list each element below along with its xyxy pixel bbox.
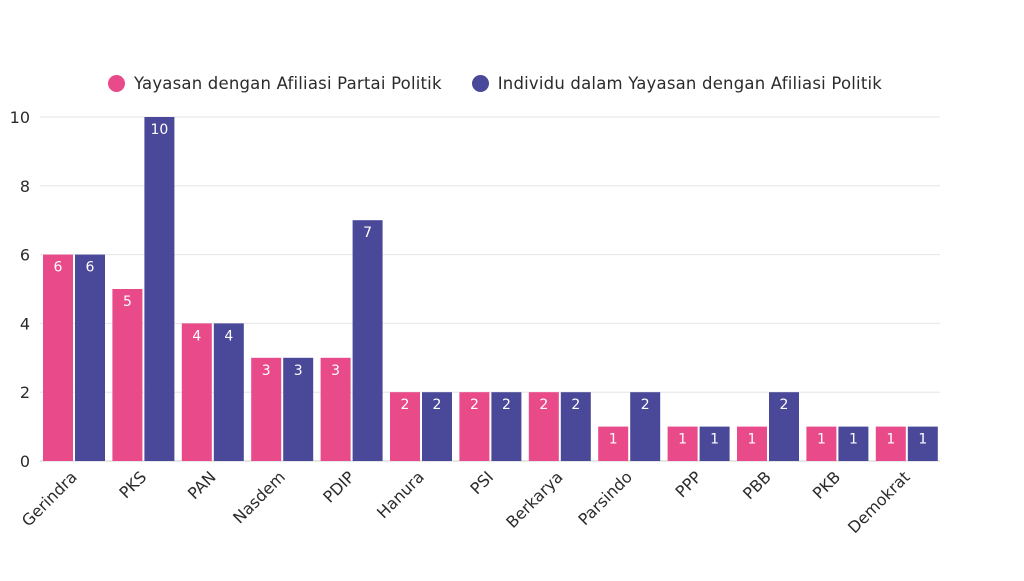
x-tick-label-pks: PKS: [115, 467, 150, 502]
y-tick-label-2: 2: [20, 383, 30, 402]
data-label-parsindo-series-2: 2: [641, 397, 650, 413]
data-label-parsindo-series-1: 1: [609, 432, 618, 448]
x-tick-label-pbb: PBB: [739, 467, 775, 503]
data-label-psi-series-2: 2: [502, 397, 511, 413]
data-label-berkarya-series-2: 2: [571, 397, 580, 413]
bar-pdip-series-1: [320, 357, 351, 461]
legend-swatch-series-2: [471, 75, 489, 92]
x-tick-label-demokrat: Demokrat: [844, 467, 914, 537]
x-tick-label-nasdem: Nasdem: [229, 467, 289, 527]
data-label-gerindra-series-1: 6: [54, 260, 63, 276]
data-label-pks-series-1: 5: [123, 294, 132, 310]
legend: Yayasan dengan Afiliasi Partai Politik I…: [108, 74, 912, 93]
data-label-demokrat-series-2: 1: [918, 432, 927, 448]
data-label-gerindra-series-2: 6: [86, 260, 95, 276]
legend-label-series-1: Yayasan dengan Afiliasi Partai Politik: [134, 74, 442, 93]
bar-pks-series-1: [112, 289, 143, 461]
bar-pbb-series-1: [737, 426, 767, 461]
data-label-pdip-series-2: 7: [363, 225, 372, 241]
bar-berkarya-series-2: [560, 392, 591, 461]
bar-pkb-series-1: [806, 426, 837, 461]
bar-pks-series-2: [144, 117, 175, 461]
data-label-pan-series-1: 4: [192, 328, 201, 344]
bar-demokrat-series-1: [875, 426, 906, 461]
bar-nasdem-series-1: [251, 357, 282, 461]
bar-ppp-series-1: [667, 426, 698, 461]
data-label-ppp-series-2: 1: [710, 432, 719, 448]
x-tick-label-gerindra: Gerindra: [18, 467, 81, 530]
bar-psi-series-2: [491, 392, 522, 461]
bar-pan-series-2: [213, 323, 244, 461]
bar-demokrat-series-2: [907, 426, 938, 461]
x-tick-label-psi: PSI: [466, 467, 497, 498]
data-label-pdip-series-1: 3: [331, 363, 340, 379]
y-tick-label-8: 8: [20, 177, 30, 196]
data-label-pkb-series-1: 1: [817, 432, 826, 448]
data-label-hanura-series-2: 2: [433, 397, 442, 413]
x-tick-label-pkb: PKB: [809, 467, 844, 502]
bar-pan-series-1: [181, 323, 212, 461]
legend-label-series-2: Individu dalam Yayasan dengan Afiliasi P…: [497, 74, 883, 93]
data-label-pks-series-2: 10: [150, 122, 168, 138]
x-tick-label-pdip: PDIP: [319, 467, 358, 506]
x-tick-label-parsindo: Parsindo: [574, 467, 636, 529]
y-tick-label-6: 6: [20, 246, 30, 265]
data-label-psi-series-1: 2: [470, 397, 479, 413]
data-label-nasdem-series-2: 3: [294, 363, 303, 379]
x-tick-label-hanura: Hanura: [373, 467, 428, 522]
bar-hanura-series-1: [390, 392, 420, 461]
x-tick-label-ppp: PPP: [672, 467, 706, 501]
data-label-berkarya-series-1: 2: [539, 397, 548, 413]
bar-pdip-series-2: [352, 220, 383, 461]
bar-parsindo-series-2: [630, 392, 661, 461]
bar-psi-series-1: [459, 392, 490, 461]
data-label-pkb-series-2: 1: [849, 432, 858, 448]
bar-parsindo-series-1: [598, 426, 629, 461]
bar-pbb-series-2: [769, 392, 799, 461]
data-label-nasdem-series-1: 3: [262, 363, 271, 379]
bar-hanura-series-2: [422, 392, 452, 461]
y-tick-label-4: 4: [20, 314, 30, 333]
bar-ppp-series-2: [699, 426, 730, 461]
x-tick-label-berkarya: Berkarya: [502, 467, 566, 531]
bar-nasdem-series-2: [283, 357, 314, 461]
x-tick-label-pan: PAN: [184, 467, 220, 503]
bar-gerindra-series-1: [43, 254, 73, 461]
data-label-demokrat-series-1: 1: [886, 432, 895, 448]
y-tick-label-10: 10: [10, 108, 30, 127]
legend-item-series-1: Yayasan dengan Afiliasi Partai Politik: [108, 74, 442, 93]
bar-berkarya-series-1: [528, 392, 559, 461]
y-tick-label-0: 0: [20, 452, 30, 471]
data-label-pbb-series-1: 1: [748, 432, 757, 448]
data-label-hanura-series-1: 2: [401, 397, 410, 413]
data-label-ppp-series-1: 1: [678, 432, 687, 448]
legend-item-series-2: Individu dalam Yayasan dengan Afiliasi P…: [471, 74, 883, 93]
bar-pkb-series-2: [838, 426, 869, 461]
bar-gerindra-series-2: [75, 254, 105, 461]
legend-swatch-series-1: [108, 75, 125, 92]
data-label-pan-series-2: 4: [224, 328, 233, 344]
data-label-pbb-series-2: 2: [780, 397, 789, 413]
